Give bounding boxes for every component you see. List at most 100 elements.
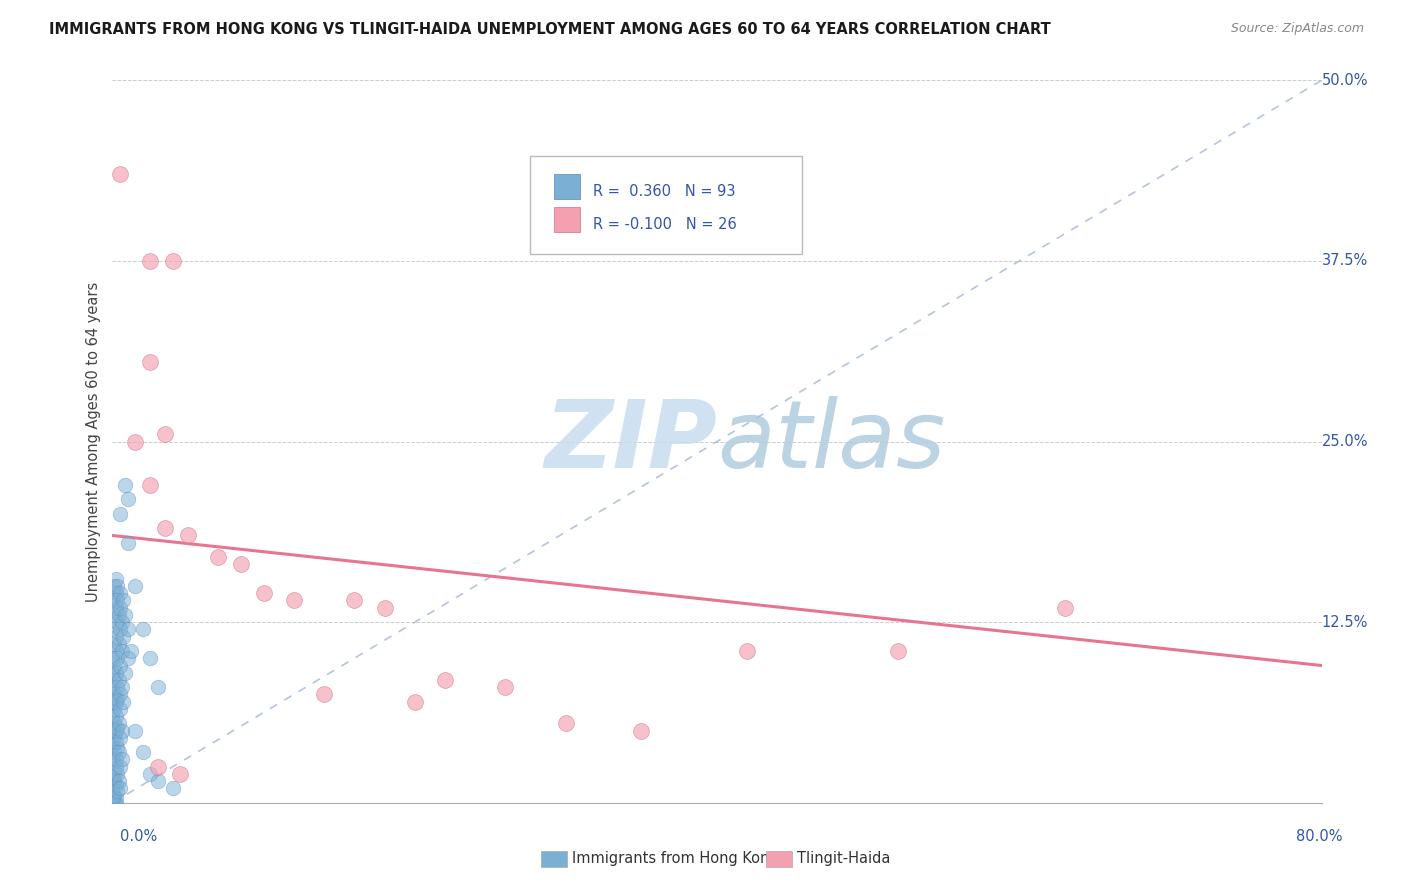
Point bbox=[104, 735, 127, 749]
Point bbox=[105, 680, 128, 694]
Point bbox=[343, 593, 366, 607]
Point bbox=[101, 680, 124, 694]
Text: 0.0%: 0.0% bbox=[120, 830, 156, 844]
Point bbox=[104, 796, 127, 810]
Point bbox=[110, 752, 132, 766]
Text: 12.5%: 12.5% bbox=[1322, 615, 1368, 630]
Text: Source: ZipAtlas.com: Source: ZipAtlas.com bbox=[1230, 22, 1364, 36]
Point bbox=[117, 651, 139, 665]
Point bbox=[117, 492, 139, 507]
Point bbox=[146, 774, 169, 789]
Point bbox=[101, 651, 124, 665]
Point bbox=[103, 702, 125, 716]
Point bbox=[887, 644, 910, 658]
Point bbox=[103, 673, 125, 687]
Point bbox=[110, 615, 132, 630]
Text: IMMIGRANTS FROM HONG KONG VS TLINGIT-HAIDA UNEMPLOYMENT AMONG AGES 60 TO 64 YEAR: IMMIGRANTS FROM HONG KONG VS TLINGIT-HAI… bbox=[49, 22, 1050, 37]
Point bbox=[104, 630, 127, 644]
Text: Tlingit-Haida: Tlingit-Haida bbox=[797, 852, 890, 866]
Point bbox=[107, 774, 129, 789]
Point bbox=[107, 637, 129, 651]
Point bbox=[103, 774, 125, 789]
Point bbox=[103, 607, 125, 622]
Point bbox=[110, 680, 132, 694]
Point bbox=[155, 427, 177, 442]
Point bbox=[495, 680, 517, 694]
Point bbox=[162, 781, 184, 796]
Point bbox=[108, 600, 131, 615]
Text: atlas: atlas bbox=[717, 396, 945, 487]
Point bbox=[169, 767, 191, 781]
Point bbox=[108, 507, 131, 521]
Point bbox=[104, 586, 127, 600]
Point bbox=[108, 586, 131, 600]
Point bbox=[103, 637, 125, 651]
Point bbox=[101, 695, 124, 709]
Point bbox=[229, 558, 252, 572]
Point bbox=[139, 478, 162, 492]
Point bbox=[374, 600, 396, 615]
Point bbox=[132, 623, 155, 637]
Point bbox=[101, 593, 124, 607]
Y-axis label: Unemployment Among Ages 60 to 64 years: Unemployment Among Ages 60 to 64 years bbox=[86, 281, 101, 602]
Point bbox=[105, 740, 128, 755]
Point bbox=[114, 478, 136, 492]
Point bbox=[107, 716, 129, 731]
Point bbox=[114, 665, 136, 680]
Point bbox=[101, 789, 124, 803]
Point bbox=[283, 593, 305, 607]
Point bbox=[101, 723, 124, 738]
Point bbox=[105, 593, 128, 607]
Text: 37.5%: 37.5% bbox=[1322, 253, 1368, 268]
Point bbox=[139, 767, 162, 781]
Text: R =  0.360   N = 93: R = 0.360 N = 93 bbox=[592, 184, 735, 199]
Point bbox=[139, 253, 162, 268]
Point bbox=[114, 607, 136, 622]
Text: 25.0%: 25.0% bbox=[1322, 434, 1368, 449]
Point bbox=[101, 738, 124, 752]
Point bbox=[120, 644, 142, 658]
Point bbox=[101, 623, 124, 637]
Point bbox=[103, 716, 125, 731]
Point bbox=[117, 623, 139, 637]
Point bbox=[101, 793, 124, 807]
Text: 80.0%: 80.0% bbox=[1296, 830, 1343, 844]
Point bbox=[103, 767, 125, 781]
Point bbox=[103, 796, 125, 810]
Point bbox=[139, 355, 162, 369]
Point bbox=[101, 752, 124, 766]
Point bbox=[101, 796, 124, 810]
Point bbox=[108, 658, 131, 673]
Point bbox=[104, 723, 127, 738]
Point bbox=[110, 644, 132, 658]
Point bbox=[112, 630, 135, 644]
Point bbox=[104, 779, 127, 793]
Point bbox=[105, 579, 128, 593]
Point bbox=[104, 796, 127, 810]
Point bbox=[104, 695, 127, 709]
Text: R = -0.100   N = 26: R = -0.100 N = 26 bbox=[592, 217, 737, 232]
Point bbox=[105, 691, 128, 706]
Point bbox=[124, 579, 146, 593]
Point bbox=[107, 673, 129, 687]
Point bbox=[105, 651, 128, 665]
Point bbox=[110, 723, 132, 738]
Point bbox=[103, 687, 125, 701]
Point bbox=[146, 760, 169, 774]
Point bbox=[108, 781, 131, 796]
Point bbox=[103, 658, 125, 673]
Point bbox=[101, 770, 124, 784]
Point bbox=[108, 760, 131, 774]
Point bbox=[1053, 600, 1076, 615]
Point bbox=[105, 615, 128, 630]
Point bbox=[101, 709, 124, 723]
Point bbox=[104, 760, 127, 774]
Point bbox=[177, 528, 200, 542]
Point bbox=[434, 673, 457, 687]
Point bbox=[101, 781, 124, 796]
FancyBboxPatch shape bbox=[530, 156, 801, 253]
Point bbox=[108, 702, 131, 716]
Point bbox=[104, 572, 127, 586]
Point bbox=[104, 665, 127, 680]
Point bbox=[108, 731, 131, 745]
